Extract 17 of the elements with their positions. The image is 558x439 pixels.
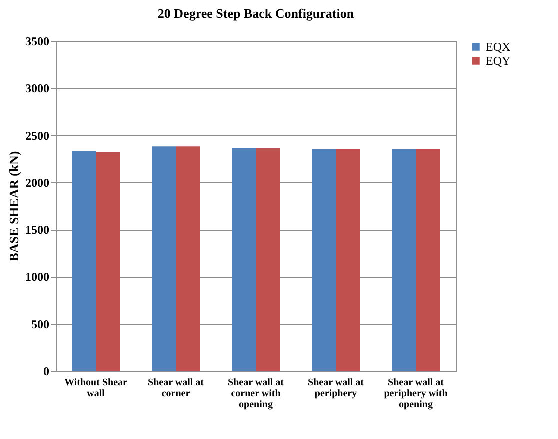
legend-label: EQX [486,40,511,54]
y-tick-label: 2500 [26,128,50,143]
legend-label: EQY [486,54,511,68]
x-tick-label: Shear wall at corner with opening [228,378,285,410]
y-tick-label: 0 [44,364,50,378]
y-tick-label: 1500 [26,223,50,238]
y-tick-label: 3000 [26,82,50,96]
y-tick-label: 500 [32,317,50,332]
y-tick-label: 3500 [26,34,50,48]
x-tick-label: Shear wall at corner [148,378,205,400]
y-tick-label: 2000 [26,176,50,190]
x-tick-label: Shear wall at periphery with opening [384,378,448,410]
y-tick-label: 1000 [26,270,50,284]
chart-title: 20 Degree Step Back Configuration [158,6,355,21]
x-tick-label: Shear wall at periphery [308,378,365,400]
x-tick-label: Without Shear wall [64,378,128,400]
y-axis-title: BASE SHEAR (kN) [6,151,22,262]
